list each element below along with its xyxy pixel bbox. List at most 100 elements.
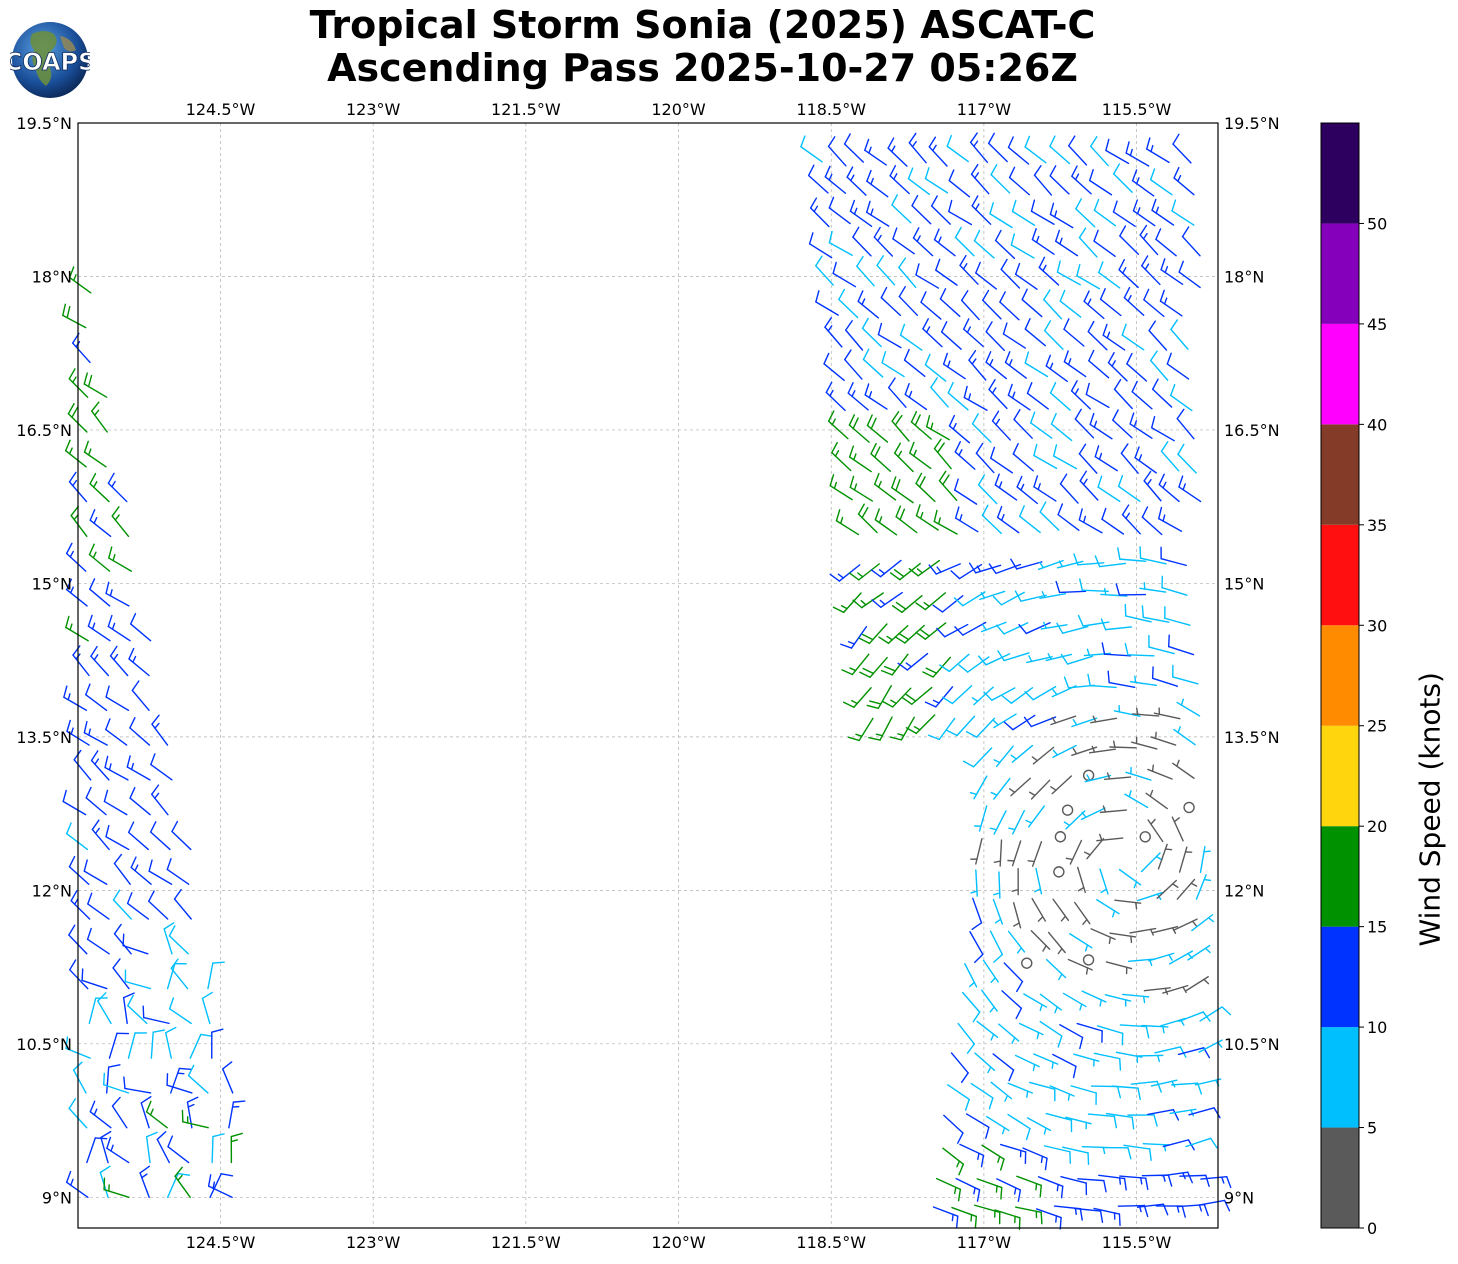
barb-feather: [843, 133, 851, 145]
barb-half-feather: [130, 762, 135, 771]
wind-barb: [1021, 288, 1043, 318]
barb-shaft: [893, 452, 914, 473]
barb-half-feather: [187, 1103, 195, 1108]
barb-half-feather: [1000, 513, 1005, 522]
wind-barb: [1030, 930, 1051, 952]
barb-shaft: [1198, 1039, 1223, 1053]
barb-feather: [1077, 614, 1084, 627]
barb-half-feather: [891, 145, 896, 153]
wind-barb: [1053, 866, 1065, 878]
wind-barb: [166, 858, 190, 885]
barb-half-feather: [1058, 973, 1063, 981]
barb-feather: [975, 442, 984, 454]
barb-feather: [1187, 1171, 1193, 1184]
barb-feather: [1131, 1116, 1135, 1130]
barb-half-feather: [913, 725, 921, 731]
barb-feather: [220, 1173, 234, 1177]
barb-shaft: [1007, 1082, 1034, 1094]
barb-shaft: [866, 180, 889, 198]
wind-barb: [128, 647, 150, 677]
wind-barb: [1136, 1054, 1164, 1063]
wind-barb: [953, 591, 986, 607]
wind-barb: [129, 716, 151, 746]
wind-barb: [1026, 381, 1049, 410]
wind-barb: [975, 442, 995, 474]
lon-tick-label: 115.5°W: [1102, 100, 1172, 119]
barb-feather: [1000, 258, 1008, 271]
barb-feather: [112, 958, 121, 969]
barb-half-feather: [1051, 716, 1057, 724]
barb-shaft: [62, 314, 87, 329]
wind-barb: [1195, 874, 1212, 900]
barb-feather: [68, 1098, 77, 1110]
wind-barb: [1070, 1085, 1097, 1106]
wind-barb: [1121, 504, 1141, 535]
barb-feather: [1072, 1065, 1077, 1079]
barb-shaft: [1045, 1112, 1073, 1121]
barb-half-feather: [72, 376, 77, 384]
barb-feather: [1093, 198, 1100, 211]
barb-half-feather: [989, 827, 998, 831]
wind-barb: [1157, 843, 1173, 870]
barb-shaft: [1029, 422, 1053, 439]
barb-feather: [915, 263, 920, 276]
barb-shaft: [968, 359, 987, 381]
wind-barb: [112, 889, 132, 920]
barb-shaft: [1105, 961, 1133, 970]
barb-feather: [1079, 470, 1087, 482]
barb-feather: [1117, 474, 1124, 488]
barb-feather: [108, 546, 113, 559]
barb-feather: [1149, 168, 1156, 181]
barb-half-feather: [1081, 811, 1087, 818]
barb-shaft: [63, 696, 88, 711]
barb-feather: [1179, 1046, 1187, 1058]
barb-feather: [1079, 578, 1083, 591]
barb-feather: [876, 255, 884, 267]
wind-barb: [985, 321, 1006, 352]
wind-barb: [1096, 899, 1120, 918]
barb-feather: [1011, 199, 1017, 213]
wind-barb: [961, 991, 981, 1023]
barb-feather: [925, 667, 938, 674]
barb-shaft: [904, 393, 928, 411]
wind-barb: [899, 323, 923, 351]
barb-shaft: [1074, 418, 1095, 439]
barb-feather: [930, 195, 938, 207]
barb-shaft: [1033, 486, 1057, 502]
wind-barb: [86, 927, 110, 955]
barb-half-feather: [853, 483, 858, 491]
barb-shaft: [124, 1087, 152, 1094]
barb-feather: [69, 959, 77, 971]
wind-barb: [985, 351, 1007, 380]
barb-shaft: [189, 1033, 202, 1059]
wind-barb: [1096, 833, 1124, 842]
barb-half-feather: [1011, 391, 1016, 399]
barb-shaft: [1125, 615, 1152, 623]
wind-barb: [127, 994, 148, 1025]
lat-tick-label: 19.5°N: [16, 114, 72, 133]
barb-feather: [948, 414, 956, 427]
wind-barb: [1172, 759, 1195, 779]
barb-shaft: [853, 687, 872, 708]
barb-feather: [200, 1033, 213, 1037]
barb-shaft: [1172, 676, 1199, 685]
barb-shaft: [1004, 361, 1027, 379]
barb-feather: [881, 351, 887, 364]
barb-shaft: [1142, 1143, 1170, 1146]
barb-feather: [1030, 199, 1036, 212]
wind-barb: [897, 652, 929, 671]
barb-feather: [859, 671, 871, 678]
barb-feather: [899, 508, 906, 521]
wind-barb: [1172, 664, 1199, 685]
barb-shaft: [1198, 1199, 1226, 1206]
barb-half-feather: [1013, 1187, 1017, 1195]
barb-feather: [103, 1072, 106, 1086]
wind-barb: [933, 509, 958, 535]
barb-shaft: [1176, 878, 1196, 900]
lon-tick-label: 117°W: [957, 1233, 1012, 1252]
barb-half-feather: [993, 860, 1002, 863]
wind-barb: [891, 595, 923, 614]
barb-shaft: [1113, 173, 1133, 193]
barb-shaft: [1012, 453, 1034, 472]
barb-half-feather: [111, 480, 116, 488]
